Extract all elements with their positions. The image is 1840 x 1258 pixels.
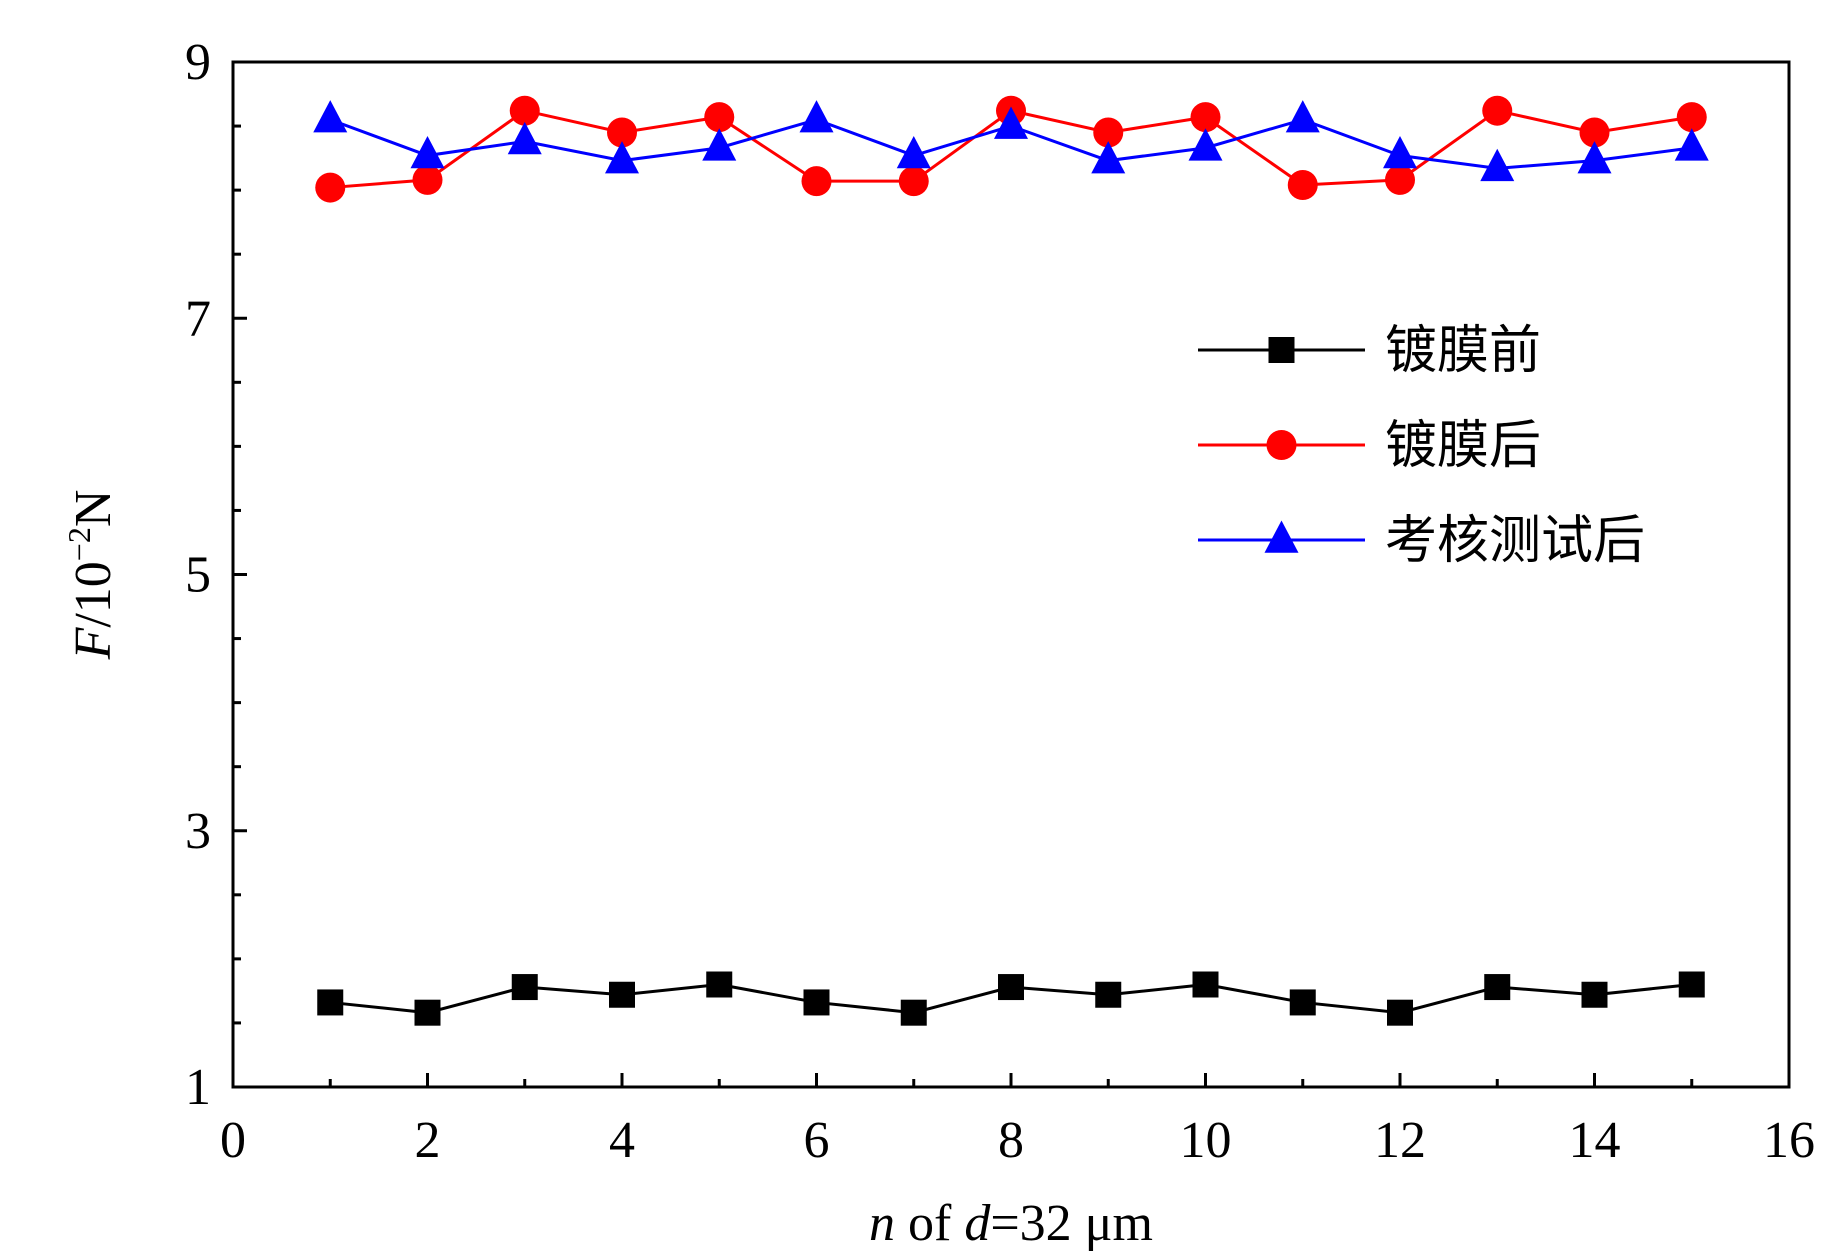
series-2-point	[1579, 117, 1610, 148]
series-layer	[313, 95, 1709, 1026]
x-label-variable-2: d	[964, 1195, 991, 1252]
series-1-point	[1387, 999, 1413, 1026]
y-tick-label: 1	[185, 1059, 211, 1116]
series-1-point	[1192, 971, 1219, 998]
x-tick-label: 10	[1180, 1112, 1232, 1169]
series-3	[313, 100, 1709, 182]
legend-marker	[1268, 337, 1295, 363]
series-1-point	[900, 999, 927, 1026]
legend-item-1: 镀膜前	[1198, 321, 1541, 381]
series-2-point	[412, 164, 443, 195]
y-tick-label: 5	[185, 547, 211, 604]
x-axis-label: n of d=32 μm	[869, 1195, 1153, 1252]
legend-label: 考核测试后	[1385, 511, 1645, 571]
series-2-point	[704, 102, 735, 133]
series-2-point	[1287, 170, 1318, 200]
x-tick-label: 16	[1763, 1112, 1815, 1169]
series-3-point	[799, 100, 834, 133]
series-1-point	[317, 989, 344, 1016]
series-1-point	[1484, 974, 1511, 1001]
x-tick-label: 12	[1374, 1112, 1426, 1169]
x-tick-label: 14	[1569, 1112, 1621, 1169]
legend-item-3: 考核测试后	[1198, 511, 1645, 571]
series-3-point	[1285, 100, 1320, 133]
x-label-middle: of	[895, 1195, 964, 1252]
series-1-point	[803, 989, 830, 1016]
legend-item-2: 镀膜后	[1198, 416, 1541, 476]
series-3-point	[1674, 128, 1709, 161]
series-2-point	[801, 166, 832, 197]
y-label-superscript: −2	[61, 527, 97, 561]
x-tick-label: 4	[609, 1112, 635, 1169]
series-1-point	[1581, 981, 1608, 1008]
series-2	[315, 95, 1707, 203]
y-tick-label: 9	[185, 34, 211, 91]
series-1-point	[1095, 981, 1122, 1008]
x-label-rest: =32 μm	[990, 1195, 1153, 1252]
series-1-point	[511, 974, 538, 1001]
series-2-point	[1190, 102, 1221, 133]
x-tick-label: 6	[804, 1112, 830, 1169]
series-3-point	[1480, 148, 1515, 182]
series-3-point	[1188, 128, 1223, 161]
legend-marker	[1264, 520, 1299, 553]
series-1	[317, 971, 1705, 1026]
series-1-point	[414, 999, 441, 1026]
x-label-variable: n	[869, 1195, 895, 1252]
legend-label: 镀膜前	[1385, 321, 1541, 381]
axes: 0 2 4 6 8 10 12 14 16 1 3 5 7 9	[185, 34, 1815, 1169]
series-3-point	[1383, 135, 1417, 169]
series-2-point	[898, 166, 929, 197]
y-label-variable: F	[65, 626, 122, 660]
x-tick-label: 2	[415, 1112, 441, 1169]
series-3-point	[313, 100, 348, 133]
series-2-point	[1093, 117, 1124, 148]
series-2-point	[1676, 102, 1707, 133]
series-1-point	[609, 981, 635, 1008]
series-1-point	[1678, 971, 1705, 998]
series-3-point	[702, 128, 737, 161]
series-3-point	[507, 121, 542, 155]
x-tick-label: 8	[998, 1112, 1024, 1169]
series-2-point	[1482, 95, 1513, 126]
series-2-point	[315, 172, 346, 203]
x-tick-label: 0	[220, 1112, 246, 1169]
series-2-point	[607, 117, 637, 148]
series-1-point	[1289, 989, 1316, 1016]
y-label-unit: N	[65, 490, 122, 528]
series-3-point	[410, 135, 445, 169]
series-3-point	[994, 106, 1028, 139]
series-2-point	[509, 95, 540, 126]
series-3-point	[605, 141, 639, 174]
y-axis-label: F/10−2N	[61, 490, 122, 661]
series-2-point	[1385, 164, 1415, 195]
legend-marker	[1266, 430, 1297, 460]
series-3-point	[1577, 141, 1612, 174]
series-3-point	[1091, 141, 1126, 174]
series-1-point	[706, 971, 733, 998]
series-1-point	[998, 974, 1024, 1001]
legend-label: 镀膜后	[1385, 416, 1541, 476]
series-3-point	[896, 135, 931, 169]
plot-frame	[231, 60, 1791, 1089]
y-tick-label: 7	[185, 290, 211, 347]
y-tick-label: 3	[185, 803, 211, 860]
y-label-rest: /10	[65, 561, 122, 627]
